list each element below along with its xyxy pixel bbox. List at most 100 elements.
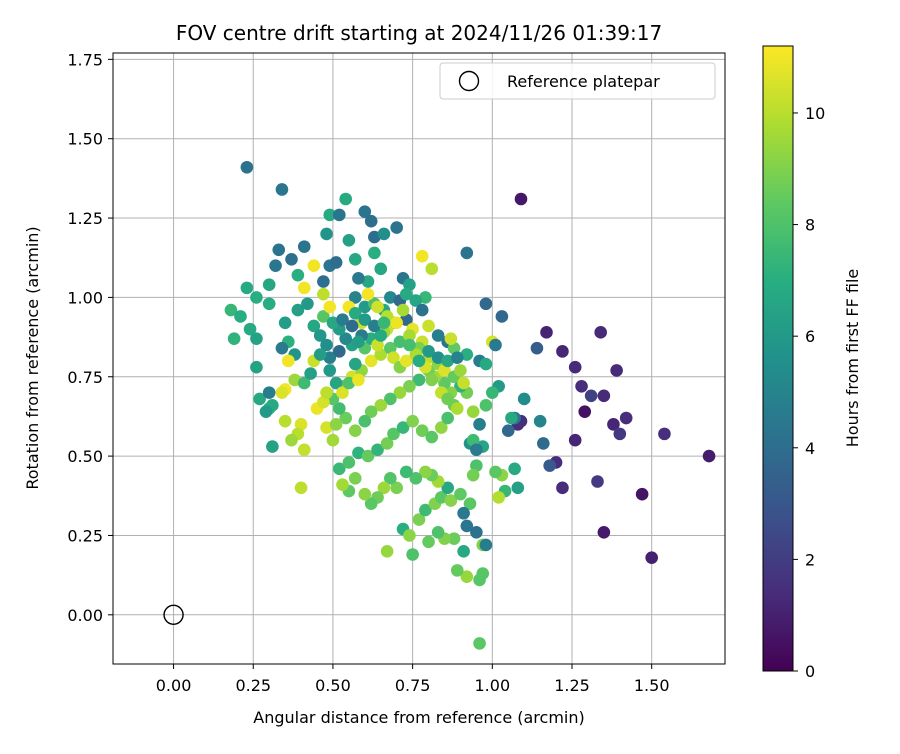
x-axis-label: Angular distance from reference (arcmin) bbox=[253, 708, 584, 727]
reference-marker-group bbox=[163, 604, 184, 626]
data-point bbox=[278, 414, 292, 428]
data-point bbox=[457, 545, 470, 558]
data-point bbox=[288, 373, 301, 387]
data-point bbox=[409, 294, 423, 307]
colorbar-tick-label: 6 bbox=[805, 327, 815, 346]
y-tick-label: 1.25 bbox=[67, 209, 103, 228]
data-point bbox=[339, 332, 352, 345]
data-point bbox=[307, 259, 321, 272]
data-point bbox=[419, 291, 432, 304]
data-point bbox=[361, 287, 375, 301]
data-point bbox=[374, 399, 388, 412]
data-point bbox=[336, 386, 349, 399]
data-point bbox=[473, 637, 486, 650]
data-point bbox=[374, 262, 388, 276]
data-point bbox=[466, 468, 480, 482]
colorbar-ticks: 0 2 4 6 8 10 bbox=[793, 104, 825, 681]
data-point bbox=[415, 249, 429, 263]
data-point bbox=[578, 405, 592, 418]
data-point bbox=[406, 414, 419, 428]
data-point bbox=[463, 497, 477, 511]
data-point bbox=[450, 351, 464, 365]
data-point bbox=[323, 208, 337, 222]
data-point bbox=[470, 443, 483, 457]
x-tick-label: 1.25 bbox=[554, 676, 590, 695]
data-point bbox=[342, 456, 356, 469]
data-point bbox=[403, 338, 416, 352]
data-point bbox=[431, 329, 445, 342]
data-point bbox=[399, 354, 413, 368]
data-point bbox=[460, 246, 474, 260]
data-point bbox=[403, 379, 416, 393]
data-point bbox=[435, 491, 448, 504]
data-point bbox=[364, 214, 378, 228]
data-point bbox=[645, 551, 658, 564]
data-point bbox=[320, 421, 333, 434]
data-point bbox=[619, 411, 633, 425]
data-point bbox=[489, 465, 502, 479]
data-point bbox=[508, 462, 521, 476]
data-point bbox=[422, 345, 435, 358]
data-point bbox=[489, 338, 502, 352]
data-point bbox=[348, 253, 362, 266]
data-point bbox=[517, 392, 531, 406]
data-point bbox=[336, 478, 349, 491]
data-point bbox=[473, 573, 486, 587]
data-point bbox=[243, 322, 257, 336]
colorbar-label: Hours from first FF file bbox=[843, 269, 862, 448]
data-point bbox=[607, 418, 620, 431]
y-axis-label: Rotation from reference (arcmin) bbox=[23, 226, 42, 489]
data-point bbox=[317, 310, 330, 323]
data-point bbox=[348, 357, 362, 371]
data-point bbox=[377, 481, 391, 495]
data-point bbox=[575, 379, 588, 393]
data-point bbox=[307, 319, 321, 333]
data-point bbox=[511, 481, 525, 495]
colorbar: 0 2 4 6 8 10 Hours from first FF file bbox=[762, 45, 862, 681]
data-point bbox=[591, 475, 604, 488]
data-point bbox=[317, 275, 330, 288]
data-point bbox=[259, 405, 273, 418]
x-axis-ticks: 0.00 0.25 0.50 0.75 1.00 1.25 1.50 bbox=[156, 664, 670, 695]
data-point bbox=[393, 335, 407, 349]
data-point bbox=[597, 389, 611, 403]
data-point bbox=[438, 364, 451, 377]
data-point bbox=[377, 316, 391, 330]
data-point bbox=[530, 341, 544, 355]
data-point bbox=[384, 472, 397, 485]
data-point bbox=[415, 303, 429, 317]
data-point bbox=[374, 348, 388, 361]
data-point bbox=[457, 376, 470, 390]
data-point bbox=[403, 529, 416, 542]
data-point bbox=[342, 376, 356, 390]
data-point bbox=[514, 192, 528, 206]
reference-platepar-marker bbox=[163, 604, 184, 626]
data-point bbox=[374, 329, 388, 342]
data-point bbox=[412, 354, 426, 368]
data-point bbox=[240, 281, 254, 295]
data-point bbox=[419, 465, 432, 479]
data-point bbox=[377, 227, 391, 241]
data-point bbox=[317, 395, 330, 409]
data-point bbox=[326, 433, 340, 447]
data-point bbox=[393, 386, 407, 399]
data-point bbox=[399, 287, 413, 301]
data-point bbox=[444, 494, 458, 507]
data-point bbox=[275, 183, 289, 196]
data-point bbox=[371, 338, 384, 352]
data-point bbox=[323, 300, 337, 314]
data-point bbox=[345, 319, 359, 333]
data-point bbox=[313, 348, 327, 361]
data-point bbox=[492, 491, 505, 504]
data-point bbox=[250, 332, 263, 345]
data-point bbox=[262, 278, 276, 292]
legend-label: Reference platepar bbox=[507, 72, 660, 91]
data-point bbox=[278, 316, 292, 330]
data-point bbox=[272, 243, 286, 257]
data-point bbox=[320, 227, 333, 241]
data-point bbox=[387, 351, 400, 365]
data-point bbox=[658, 427, 671, 441]
data-point bbox=[597, 525, 611, 539]
colorbar-tick-label: 10 bbox=[805, 104, 825, 123]
